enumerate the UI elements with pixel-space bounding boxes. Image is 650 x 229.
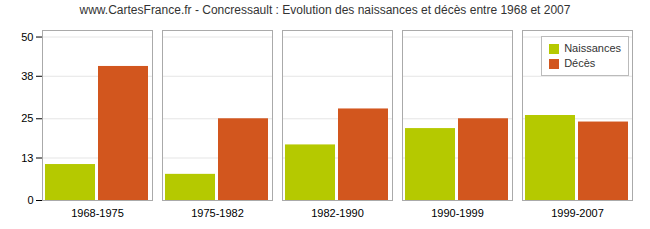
svg-text:1975-1982: 1975-1982: [191, 207, 244, 219]
svg-text:1968-1975: 1968-1975: [71, 207, 124, 219]
svg-text:1999-2007: 1999-2007: [551, 207, 604, 219]
svg-text:13: 13: [21, 152, 33, 164]
svg-text:1990-1999: 1990-1999: [431, 207, 484, 219]
svg-text:25: 25: [21, 112, 33, 124]
svg-text:50: 50: [21, 31, 33, 43]
html-text:Naissances: Naissances: [564, 42, 621, 54]
svg-text:1982-1990: 1982-1990: [311, 207, 364, 219]
svg-text:0: 0: [27, 194, 33, 206]
html-text:Décès: Décès: [564, 57, 596, 69]
html-text:www.CartesFrance.fr - Concress: www.CartesFrance.fr - Concressault : Evo…: [79, 3, 571, 17]
svg-text:38: 38: [21, 70, 33, 82]
